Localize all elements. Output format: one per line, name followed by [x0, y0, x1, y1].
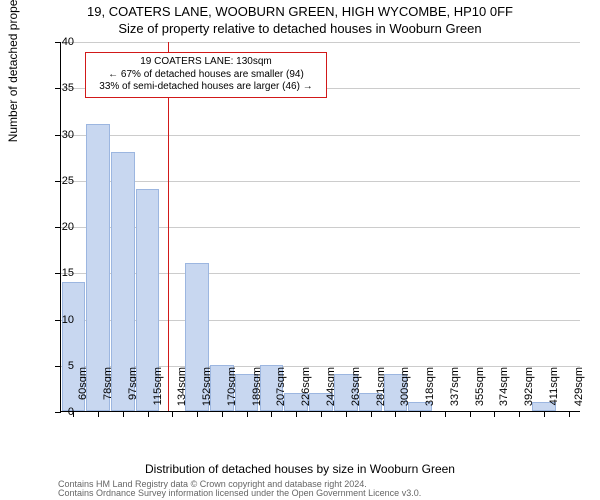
x-tick	[172, 411, 173, 417]
x-tick	[148, 411, 149, 417]
annotation-line: 19 COATERS LANE: 130sqm	[92, 56, 320, 69]
x-tick	[321, 411, 322, 417]
y-tick-label: 20	[44, 221, 74, 233]
page-title-line1: 19, COATERS LANE, WOOBURN GREEN, HIGH WY…	[0, 4, 600, 19]
gridline	[61, 181, 580, 182]
y-axis-label: Number of detached properties	[6, 0, 20, 142]
x-tick	[494, 411, 495, 417]
footer-attribution: Contains HM Land Registry data © Crown c…	[58, 480, 421, 498]
x-tick	[519, 411, 520, 417]
x-tick-label: 115sqm	[152, 367, 164, 417]
x-axis-label: Distribution of detached houses by size …	[0, 462, 600, 476]
annotation-line: ← 67% of detached houses are smaller (94…	[92, 69, 320, 82]
x-tick	[544, 411, 545, 417]
y-tick-label: 5	[44, 360, 74, 372]
x-tick	[123, 411, 124, 417]
y-tick-label: 15	[44, 267, 74, 279]
x-tick	[271, 411, 272, 417]
annotation-box: 19 COATERS LANE: 130sqm← 67% of detached…	[85, 52, 327, 98]
y-tick-label: 10	[44, 314, 74, 326]
footer-line2: Contains Ordnance Survey information lic…	[58, 489, 421, 498]
x-tick-label: 429sqm	[573, 367, 585, 417]
x-tick-label: 355sqm	[474, 367, 486, 417]
histogram-plot: 60sqm78sqm97sqm115sqm134sqm152sqm170sqm1…	[60, 42, 580, 412]
x-tick	[346, 411, 347, 417]
gridline	[61, 135, 580, 136]
page-title-line2: Size of property relative to detached ho…	[0, 21, 600, 36]
annotation-line: 33% of semi-detached houses are larger (…	[92, 81, 320, 94]
x-tick	[420, 411, 421, 417]
y-tick-label: 0	[44, 406, 74, 418]
x-tick	[296, 411, 297, 417]
x-tick	[247, 411, 248, 417]
y-tick-label: 25	[44, 175, 74, 187]
x-tick	[222, 411, 223, 417]
x-tick-label: 318sqm	[424, 367, 436, 417]
x-tick-label: 374sqm	[498, 367, 510, 417]
x-tick-label: 337sqm	[449, 367, 461, 417]
x-tick	[98, 411, 99, 417]
x-tick	[197, 411, 198, 417]
x-tick	[470, 411, 471, 417]
x-tick	[371, 411, 372, 417]
y-tick-label: 40	[44, 36, 74, 48]
x-tick	[445, 411, 446, 417]
x-tick-label: 411sqm	[548, 367, 560, 417]
gridline	[61, 42, 580, 43]
x-tick	[569, 411, 570, 417]
x-tick	[395, 411, 396, 417]
y-tick-label: 30	[44, 129, 74, 141]
y-tick-label: 35	[44, 82, 74, 94]
